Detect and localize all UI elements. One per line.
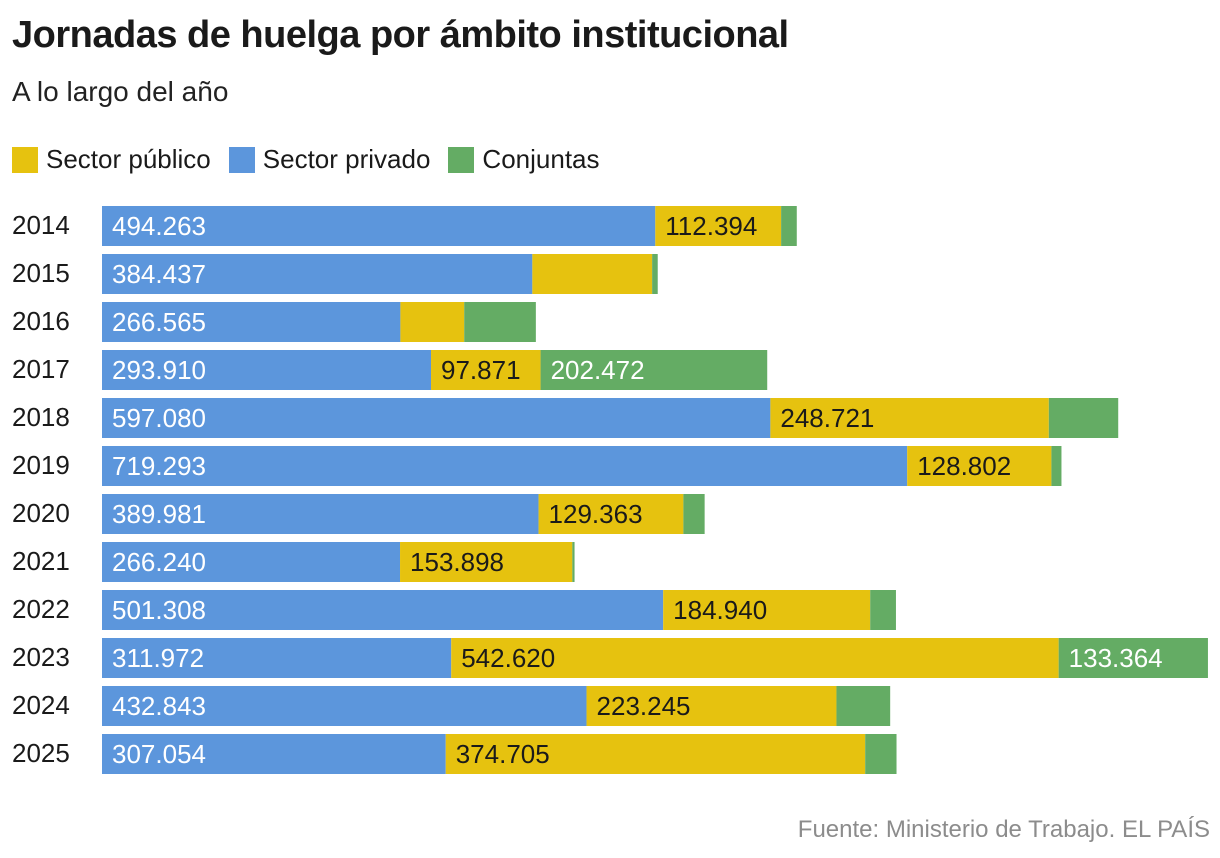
bar-segment-2015-1 [532, 254, 653, 294]
legend-label-sector-privado: Sector privado [262, 144, 431, 174]
bar-row-2020: 2020 389.981 129.363 [12, 494, 705, 534]
bar-segment-2018-0 [102, 398, 771, 438]
bar-segment-2017-2 [540, 350, 768, 390]
bar-segment-2019-0 [102, 446, 908, 486]
data-label-2017-2: 202.472 [551, 355, 645, 385]
category-label-2019: 2019 [12, 450, 70, 480]
data-label-2024-0: 432.843 [112, 691, 206, 721]
bar-segment-2021-0 [102, 542, 401, 582]
data-label-2019-1: 128.802 [917, 451, 1011, 481]
data-label-2015-0: 384.437 [112, 259, 206, 289]
legend: Sector público Sector privado Conjuntas [12, 144, 618, 175]
category-label-2017: 2017 [12, 354, 70, 384]
bar-row-2016: 2016 266.565 [12, 302, 536, 342]
data-label-2022-1: 184.940 [673, 595, 767, 625]
legend-swatch-sector-publico [12, 146, 38, 173]
bar-segment-2020-0 [102, 494, 539, 534]
bar-segment-2015-0 [102, 254, 533, 294]
bar-row-2025: 2025 307.054 374.705 [12, 734, 897, 774]
legend-item-sector-publico: Sector público [12, 144, 211, 175]
bar-segment-2014-0 [102, 206, 656, 246]
data-label-2018-1: 248.721 [780, 403, 874, 433]
data-label-2019-0: 719.293 [112, 451, 206, 481]
chart-subtitle: A lo largo del año [12, 76, 229, 107]
bar-segment-2023-0 [102, 638, 452, 678]
legend-label-conjuntas: Conjuntas [482, 144, 600, 174]
data-label-2025-0: 307.054 [112, 739, 206, 769]
category-label-2024: 2024 [12, 690, 70, 720]
data-label-2025-1: 374.705 [456, 739, 550, 769]
legend-item-conjuntas: Conjuntas [448, 144, 600, 175]
data-label-2014-0: 494.263 [112, 211, 206, 241]
category-label-2023: 2023 [12, 642, 70, 672]
bar-segment-2020-2 [683, 494, 705, 534]
bar-segment-2024-2 [836, 686, 891, 726]
legend-label-sector-publico: Sector público [46, 144, 211, 174]
bar-segment-2015-2 [652, 254, 658, 294]
category-label-2014: 2014 [12, 210, 70, 240]
source-note: Fuente: Ministerio de Trabajo. EL PAÍS [797, 816, 1210, 843]
bar-row-2024: 2024 432.843 223.245 [12, 686, 891, 726]
bar-row-2014: 2014 494.263 112.394 [12, 206, 797, 246]
data-label-2018-0: 597.080 [112, 403, 206, 433]
category-label-2021: 2021 [12, 546, 70, 576]
bar-segment-2024-1 [586, 686, 837, 726]
data-label-2020-0: 389.981 [112, 499, 206, 529]
bar-segment-2021-1 [400, 542, 573, 582]
data-label-2021-0: 266.240 [112, 547, 206, 577]
data-label-2020-1: 129.363 [549, 499, 643, 529]
category-label-2018: 2018 [12, 402, 70, 432]
bar-row-2018: 2018 597.080 248.721 [12, 398, 1119, 438]
bar-segment-2024-0 [102, 686, 587, 726]
bar-segment-2016-0 [102, 302, 401, 342]
bar-segment-2016-1 [400, 302, 465, 342]
chart-title: Jornadas de huelga por ámbito institucio… [12, 14, 789, 56]
bar-segment-2023-2 [1058, 638, 1208, 678]
legend-swatch-conjuntas [448, 146, 475, 173]
bar-segment-2019-1 [907, 446, 1052, 486]
bar-segment-2018-1 [770, 398, 1049, 438]
bar-segment-2020-1 [538, 494, 684, 534]
data-label-2023-2: 133.364 [1069, 643, 1163, 673]
bar-segment-2014-1 [655, 206, 782, 246]
category-label-2020: 2020 [12, 498, 70, 528]
bar-segment-2019-2 [1051, 446, 1062, 486]
category-label-2015: 2015 [12, 258, 70, 288]
bar-row-2022: 2022 501.308 184.940 [12, 590, 896, 630]
data-label-2023-0: 311.972 [112, 643, 204, 673]
bar-segment-2017-1 [431, 350, 541, 390]
bar-segment-2016-2 [464, 302, 536, 342]
data-label-2016-0: 266.565 [112, 307, 206, 337]
bar-row-2017: 2017 293.910 97.871 202.472 [12, 350, 768, 390]
category-label-2016: 2016 [12, 306, 70, 336]
bar-row-2015: 2015 384.437 [12, 254, 658, 294]
data-label-2023-1: 542.620 [461, 643, 555, 673]
legend-swatch-sector-privado [228, 146, 255, 173]
bar-segment-2018-2 [1048, 398, 1119, 438]
bar-row-2023: 2023 311.972 542.620 133.364 [12, 638, 1208, 678]
category-label-2022: 2022 [12, 594, 70, 624]
bar-segment-2025-0 [102, 734, 446, 774]
data-label-2022-0: 501.308 [112, 595, 206, 625]
data-label-2017-0: 293.910 [112, 355, 206, 385]
bar-row-2019: 2019 719.293 128.802 [12, 446, 1062, 486]
bar-segment-2022-0 [102, 590, 664, 630]
bar-segment-2022-1 [663, 590, 871, 630]
category-label-2025: 2025 [12, 738, 70, 768]
bar-segment-2023-1 [451, 638, 1059, 678]
bar-segment-2025-2 [865, 734, 897, 774]
legend-item-sector-privado: Sector privado [228, 144, 431, 175]
bar-segment-2021-2 [572, 542, 575, 582]
bar-segment-2025-1 [445, 734, 866, 774]
stacked-bar-chart: 2014 494.263 112.394 2015 384.437 2016 266.565… [12, 206, 1208, 774]
data-label-2017-1: 97.871 [441, 355, 521, 385]
bar-segment-2014-2 [781, 206, 797, 246]
data-label-2014-1: 112.394 [665, 211, 757, 241]
bar-segment-2022-2 [870, 590, 896, 630]
data-label-2021-1: 153.898 [410, 547, 504, 577]
bar-segment-2017-0 [102, 350, 432, 390]
bar-row-2021: 2021 266.240 153.898 [12, 542, 575, 582]
data-label-2024-1: 223.245 [597, 691, 691, 721]
